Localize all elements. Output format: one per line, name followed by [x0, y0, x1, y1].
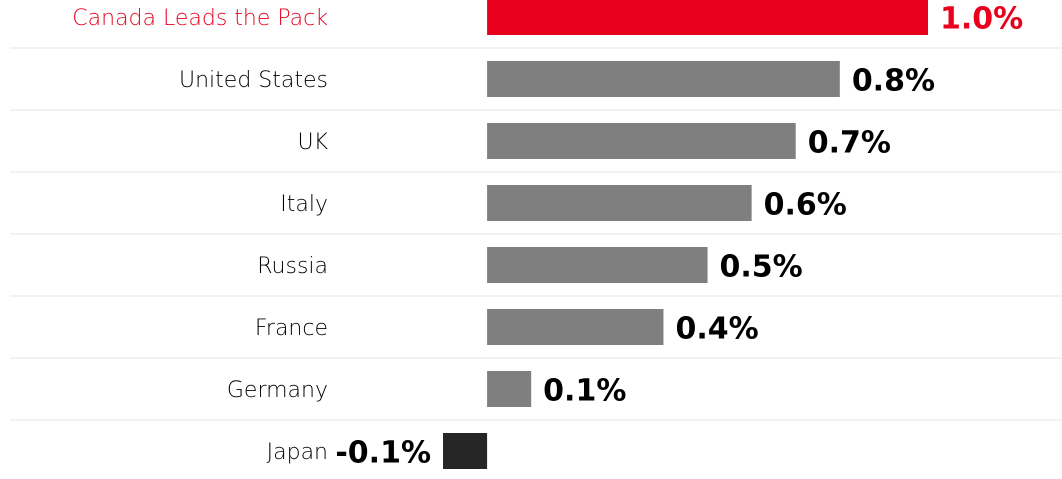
category-label: United States [179, 68, 328, 93]
category-label: Italy [280, 192, 328, 217]
category-label: UK [297, 130, 328, 155]
value-label: 0.4% [675, 312, 758, 347]
bar [487, 185, 752, 221]
value-label: 0.7% [808, 126, 891, 161]
bar [443, 433, 488, 469]
bar [487, 123, 796, 159]
bar [487, 309, 664, 345]
value-label: 0.8% [852, 64, 935, 99]
category-label: Japan [267, 440, 328, 465]
value-label: 0.5% [720, 250, 803, 285]
value-label: -0.1% [335, 436, 431, 471]
bar [487, 371, 532, 407]
category-label: Canada Leads the Pack [72, 6, 328, 31]
category-label: Russia [257, 254, 328, 279]
bar [487, 0, 928, 35]
category-label: Germany [227, 378, 328, 403]
value-label: 0.1% [543, 374, 626, 409]
bar [487, 61, 840, 97]
value-label: 0.6% [764, 188, 847, 223]
bar [487, 247, 708, 283]
value-label: 1.0% [940, 2, 1023, 37]
category-label: France [255, 316, 328, 341]
